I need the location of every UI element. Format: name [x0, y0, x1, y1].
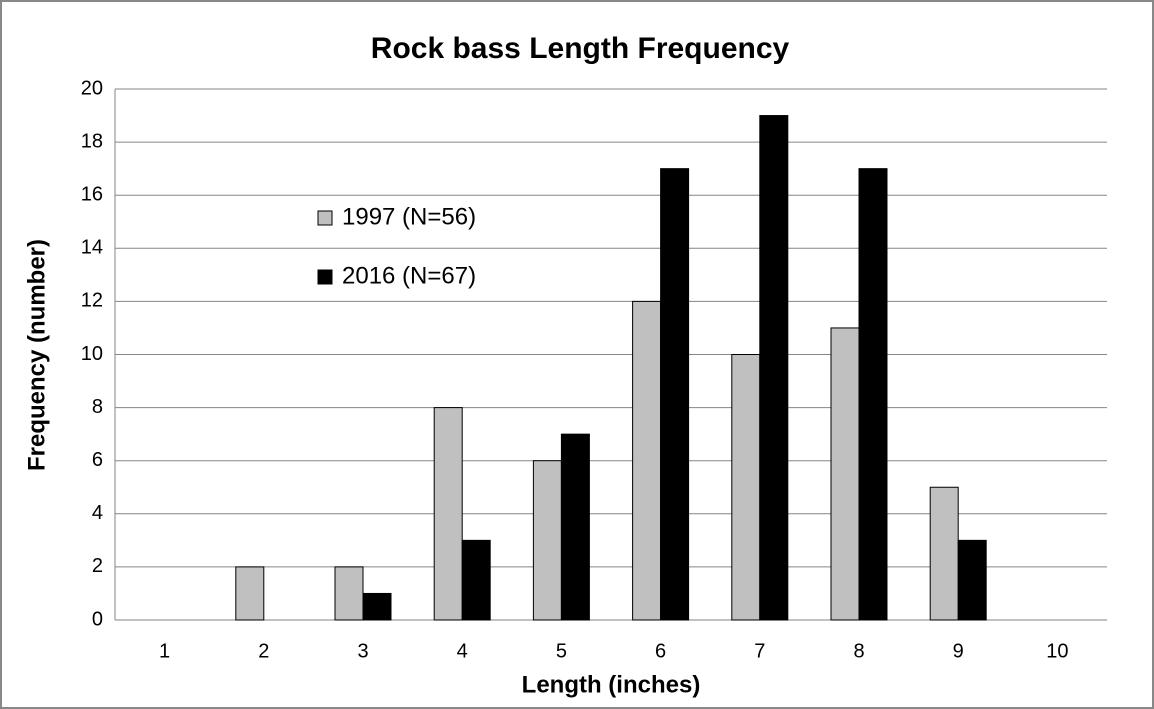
y-tick-label: 16 [81, 183, 103, 205]
x-tick-label: 4 [457, 640, 468, 662]
bar [858, 168, 888, 621]
bar [957, 539, 987, 621]
bar [532, 460, 562, 621]
x-tick-label: 7 [754, 640, 765, 662]
x-tick-label: 3 [357, 640, 368, 662]
bar [461, 539, 491, 621]
y-tick-label: 12 [81, 290, 103, 312]
y-tick-label: 4 [92, 502, 103, 524]
chart-title: Rock bass Length Frequency [371, 32, 790, 65]
x-axis-label: Length (inches) [522, 671, 701, 698]
y-tick-label: 20 [81, 77, 103, 99]
x-tick-label: 2 [258, 640, 269, 662]
y-tick-label: 14 [81, 237, 103, 259]
x-tick-label: 8 [853, 640, 864, 662]
y-tick-label: 10 [81, 343, 103, 365]
legend-swatch [317, 269, 333, 285]
bar [362, 592, 392, 621]
x-tick-label: 10 [1046, 640, 1068, 662]
y-tick-label: 2 [92, 555, 103, 577]
bar [334, 566, 364, 621]
bar [929, 486, 959, 621]
x-tick-label: 5 [556, 640, 567, 662]
legend-swatch [317, 210, 333, 226]
bar [433, 407, 463, 621]
legend-label: 1997 (N=56) [342, 203, 476, 230]
y-axis-label: Frequency (number) [23, 239, 50, 471]
y-tick-label: 0 [92, 608, 103, 630]
y-tick-label: 6 [92, 449, 103, 471]
bar [632, 300, 662, 621]
bar [660, 168, 690, 621]
x-tick-label: 1 [159, 640, 170, 662]
y-tick-label: 18 [81, 130, 103, 152]
bar [560, 433, 590, 621]
bar [830, 327, 860, 621]
bar [235, 566, 265, 621]
x-tick-label: 6 [655, 640, 666, 662]
x-tick-label: 9 [953, 640, 964, 662]
bar [731, 354, 761, 621]
bar [759, 115, 789, 621]
legend-label: 2016 (N=67) [342, 262, 476, 289]
y-tick-label: 8 [92, 396, 103, 418]
